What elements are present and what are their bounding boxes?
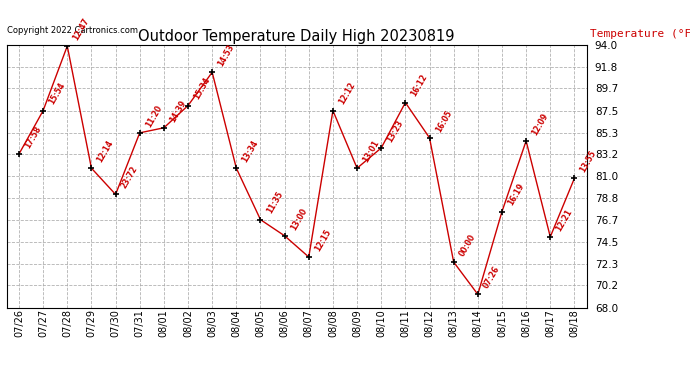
Title: Outdoor Temperature Daily High 20230819: Outdoor Temperature Daily High 20230819 <box>139 29 455 44</box>
Text: 00:00: 00:00 <box>458 232 477 258</box>
Text: 11:35: 11:35 <box>265 190 284 216</box>
Text: 12:12: 12:12 <box>337 81 357 106</box>
Text: 12:14: 12:14 <box>96 139 115 164</box>
Text: 15:54: 15:54 <box>48 81 67 106</box>
Text: 13:00: 13:00 <box>289 206 308 232</box>
Text: 11:20: 11:20 <box>144 103 164 129</box>
Text: 16:19: 16:19 <box>506 182 526 207</box>
Text: 12:15: 12:15 <box>313 228 333 253</box>
Text: Temperature (°F): Temperature (°F) <box>590 29 690 39</box>
Text: 12:47: 12:47 <box>72 16 91 42</box>
Text: 13:01: 13:01 <box>362 139 381 164</box>
Text: 13:34: 13:34 <box>241 139 260 164</box>
Text: Copyright 2022 Cartronics.com: Copyright 2022 Cartronics.com <box>7 26 138 34</box>
Text: 16:05: 16:05 <box>434 108 453 134</box>
Text: 13:55: 13:55 <box>579 149 598 174</box>
Text: 12:09: 12:09 <box>531 111 550 137</box>
Text: 12:21: 12:21 <box>555 207 574 232</box>
Text: 14:53: 14:53 <box>217 43 236 68</box>
Text: 15:34: 15:34 <box>193 76 212 101</box>
Text: 17:58: 17:58 <box>23 124 43 150</box>
Text: 07:26: 07:26 <box>482 265 502 290</box>
Text: 23:72: 23:72 <box>120 165 139 190</box>
Text: 13:23: 13:23 <box>386 118 405 144</box>
Text: 14:39: 14:39 <box>168 98 188 124</box>
Text: 16:12: 16:12 <box>410 73 429 98</box>
